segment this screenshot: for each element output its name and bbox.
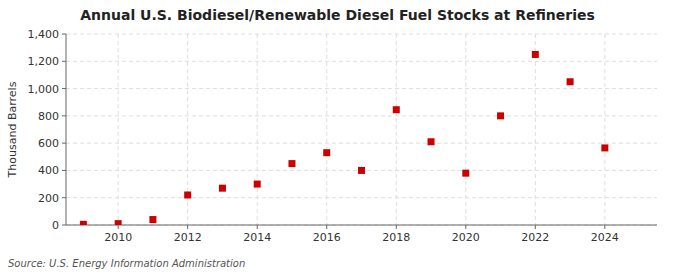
grid-line-y xyxy=(66,34,657,35)
point xyxy=(288,160,295,167)
point xyxy=(219,185,226,192)
y-tick-label: 1,400 xyxy=(28,28,60,41)
grid-line-y xyxy=(66,88,657,89)
point xyxy=(358,167,365,174)
y-tick xyxy=(62,225,66,226)
x-tick xyxy=(187,225,188,229)
x-tick xyxy=(465,225,466,229)
point xyxy=(323,149,330,156)
grid-line-y xyxy=(66,143,657,144)
source-note: Source: U.S. Energy Information Administ… xyxy=(8,258,245,269)
y-tick xyxy=(62,34,66,35)
y-tick-label: 1,000 xyxy=(28,83,60,96)
x-tick-label: 2024 xyxy=(591,231,619,244)
point xyxy=(601,144,608,151)
y-tick-label: 800 xyxy=(38,110,59,123)
y-tick-label: 0 xyxy=(52,219,59,232)
grid xyxy=(66,34,657,225)
point xyxy=(532,51,539,58)
point xyxy=(428,138,435,145)
point xyxy=(115,220,122,225)
y-tick-label: 400 xyxy=(38,164,59,177)
y-axis-line xyxy=(66,34,67,225)
y-tick xyxy=(62,115,66,116)
y-tick-label: 200 xyxy=(38,192,59,205)
points xyxy=(80,51,608,225)
point xyxy=(254,181,261,188)
y-axis-label: Thousand Barrels xyxy=(6,81,19,178)
x-tick xyxy=(118,225,119,229)
point xyxy=(462,170,469,177)
y-tick xyxy=(62,170,66,171)
y-tick xyxy=(62,61,66,62)
axes: 2010 2012 2014 2016 2018 2020 2022 2024 0 200 400 6… xyxy=(28,28,658,244)
y-tick-label: 600 xyxy=(38,137,59,150)
grid-line-x xyxy=(535,34,536,225)
grid-line-x xyxy=(604,34,605,225)
grid-line-x xyxy=(396,34,397,225)
x-axis-line xyxy=(66,225,657,226)
x-tick-label: 2018 xyxy=(382,231,410,244)
grid-line-x xyxy=(118,34,119,225)
grid-line-x xyxy=(465,34,466,225)
x-tick xyxy=(326,225,327,229)
x-tick xyxy=(257,225,258,229)
y-tick xyxy=(62,197,66,198)
grid-line-y xyxy=(66,115,657,116)
point xyxy=(567,78,574,85)
chart-container: 2010 2012 2014 2016 2018 2020 2022 2024 0 200 400 6… xyxy=(0,0,675,275)
x-tick-label: 2022 xyxy=(521,231,549,244)
x-tick-label: 2010 xyxy=(104,231,132,244)
x-tick xyxy=(604,225,605,229)
grid-line-x xyxy=(257,34,258,225)
grid-line-y xyxy=(66,225,657,226)
x-tick xyxy=(535,225,536,229)
y-tick xyxy=(62,143,66,144)
y-tick-label: 1,200 xyxy=(28,55,60,68)
point xyxy=(393,106,400,113)
point xyxy=(80,221,87,225)
grid-line-y xyxy=(66,197,657,198)
y-tick xyxy=(62,88,66,89)
title: Annual U.S. Biodiesel/Renewable Diesel F… xyxy=(80,7,595,23)
x-tick-label: 2020 xyxy=(452,231,480,244)
chart: 2010 2012 2014 2016 2018 2020 2022 2024 0 200 400 6… xyxy=(0,0,675,275)
grid-line-y xyxy=(66,61,657,62)
point xyxy=(184,191,191,198)
x-tick xyxy=(396,225,397,229)
x-tick-label: 2014 xyxy=(243,231,271,244)
x-tick-label: 2016 xyxy=(313,231,341,244)
x-tick-label: 2012 xyxy=(174,231,202,244)
grid-line-x xyxy=(326,34,327,225)
point xyxy=(149,216,156,223)
point xyxy=(497,112,504,119)
